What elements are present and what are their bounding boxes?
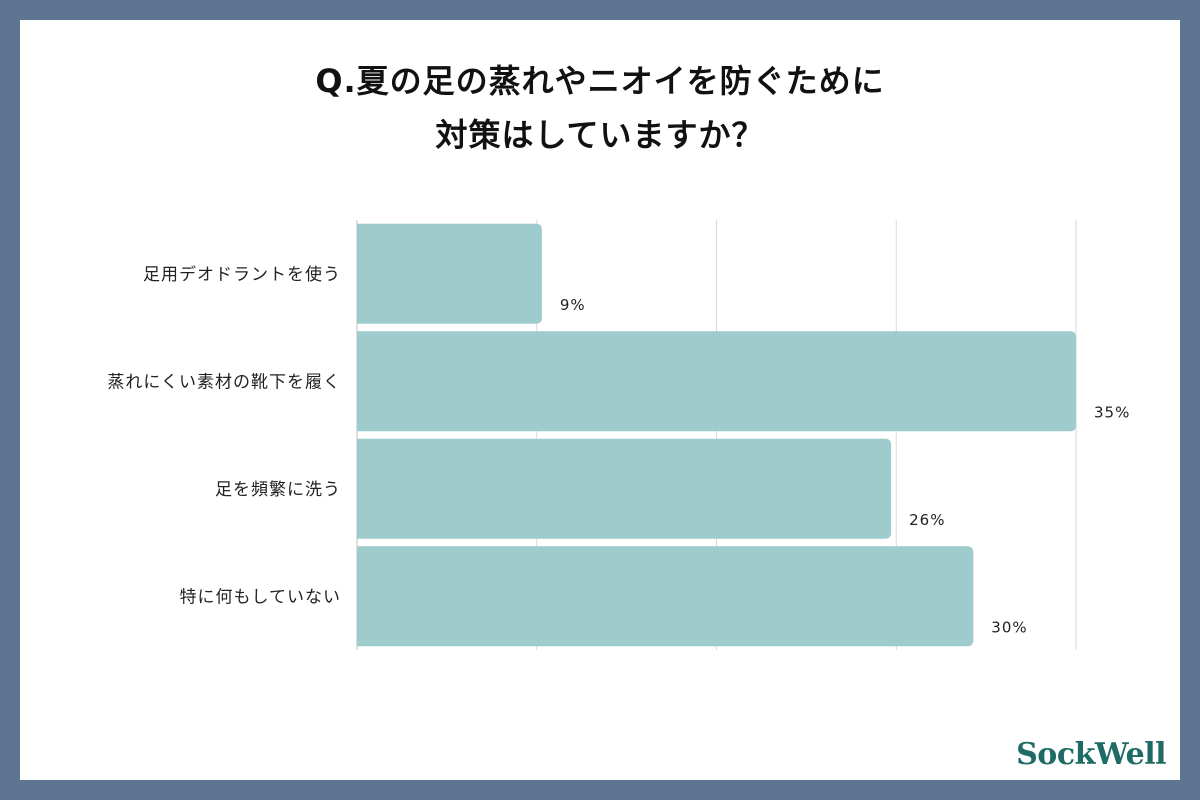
category-label: 特に何もしていない xyxy=(180,587,342,607)
value-label: 9% xyxy=(560,296,586,314)
title-line-1: Q.夏の足の蒸れやニオイを防ぐために xyxy=(315,62,885,100)
chart-title: Q.夏の足の蒸れやニオイを防ぐために 対策はしていますか？ xyxy=(20,54,1180,162)
category-label: 足用デオドラントを使う xyxy=(143,264,341,285)
value-label: 30% xyxy=(991,618,1027,636)
value-label: 26% xyxy=(909,511,945,529)
title-line-2: 対策はしていますか？ xyxy=(435,116,765,154)
bar xyxy=(357,331,1076,432)
sockwell-logo: SockWell xyxy=(1016,737,1166,772)
bar-chart: 足用デオドラントを使う 9% 蒸れにくい素材の靴下を履く 35% 足を頻繁に洗う 26% 特… xyxy=(107,220,1130,650)
category-label: 蒸れにくい素材の靴下を履く xyxy=(107,372,341,392)
bar xyxy=(357,546,974,647)
bar xyxy=(357,223,542,324)
bar xyxy=(357,438,892,539)
bars xyxy=(357,223,1076,647)
category-label: 足を頻繁に洗う xyxy=(215,480,341,500)
chart-card: Q.夏の足の蒸れやニオイを防ぐために 対策はしていますか？ 足用デオドラントを使… xyxy=(20,20,1180,780)
value-label: 35% xyxy=(1094,403,1130,421)
labels: 足用デオドラントを使う 9% 蒸れにくい素材の靴下を履く 35% 足を頻繁に洗う 26% 特… xyxy=(107,264,1130,637)
